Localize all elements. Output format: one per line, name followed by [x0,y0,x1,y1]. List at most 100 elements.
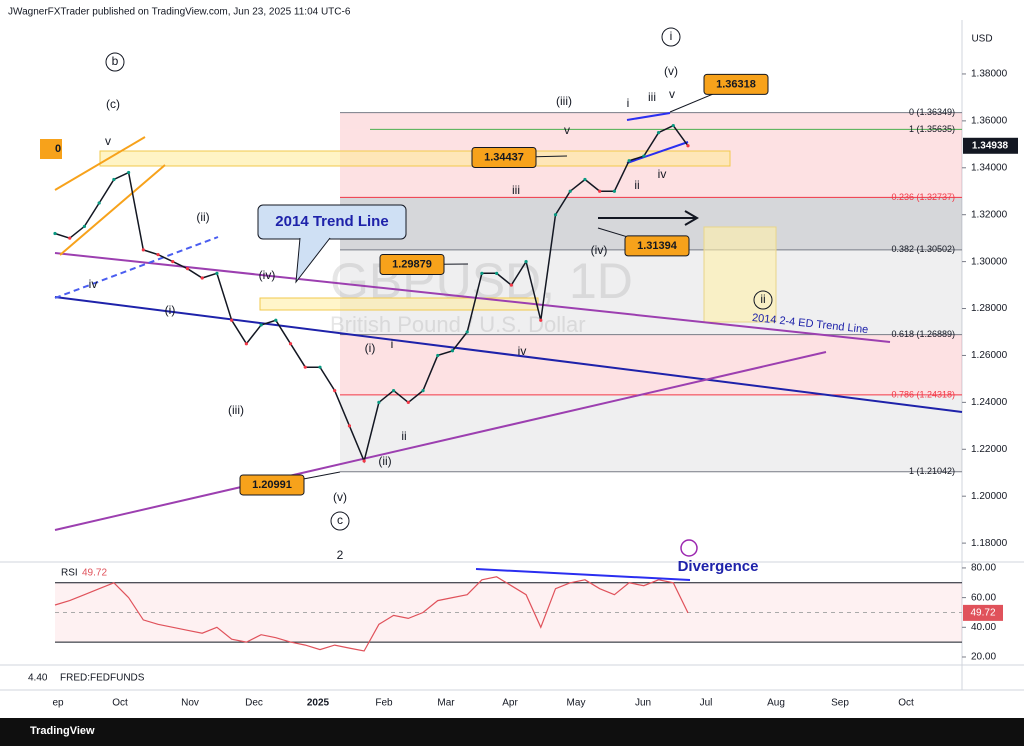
price-point [186,267,189,270]
wave-label: (i) [365,341,376,355]
wave-label: iv [89,277,98,291]
fib-label: 0 (1.36349) [909,107,955,117]
target-box [704,227,776,322]
y-tick-label: 1.28000 [971,303,1008,314]
price-point [142,248,145,251]
rsi-tick-label: 40.00 [971,622,996,633]
price-point [201,276,204,279]
y-tick-label: 1.26000 [971,350,1008,361]
wave-label: ii [760,292,765,306]
price-point [613,190,616,193]
rsi-label: RSI [61,568,78,579]
price-point [466,330,469,333]
price-point [583,178,586,181]
price-point [318,366,321,369]
price-tag-label: 1.36318 [716,78,756,90]
fib-label: 0.618 (1.26889) [891,329,955,339]
price-point [274,319,277,322]
rsi-tick-label: 60.00 [971,592,996,603]
x-tick-label: Sep [831,698,849,709]
header: JWagnerFXTrader published on TradingView… [8,7,351,18]
price-point [569,190,572,193]
price-point [348,424,351,427]
x-tick-label: Jul [700,698,713,709]
price-point [554,213,557,216]
price-point [53,232,56,235]
wave-label: (v) [333,490,347,504]
fred-name: FRED:FEDFUNDS [60,673,145,684]
x-tick-label: Jun [635,698,651,709]
callout-text: 2014 Trend Line [275,213,388,230]
wave-label: (iii) [556,94,572,108]
wave-label: (i) [165,303,176,317]
wave-label: (v) [664,64,678,78]
price-point [112,178,115,181]
price-point [392,389,395,392]
wave-label: ii [634,178,639,192]
wave-label: i [670,29,673,43]
y-tick-label: 1.22000 [971,444,1008,455]
price-point [480,272,483,275]
wave-label: (c) [106,97,120,111]
price-point [377,401,380,404]
x-tick-label: Oct [112,698,128,709]
wave-label: i [627,96,630,110]
cut-tag-label: 0 [55,143,61,155]
wave-label: (ii) [196,210,209,224]
price-point [510,283,513,286]
price-point [686,144,689,147]
price-point [421,389,424,392]
x-tick-label: Aug [767,698,785,709]
wave-label: c [337,513,343,527]
price-point [215,272,218,275]
price-point [539,319,542,322]
rsi-tick-label: 80.00 [971,563,996,574]
price-point [83,225,86,228]
price-point [657,131,660,134]
price-point [642,154,645,157]
wave-label: iv [658,167,667,181]
fib-label: 0.382 (1.30502) [891,244,955,254]
price-point [230,319,233,322]
x-tick-label: Oct [898,698,914,709]
x-tick-label: Mar [437,698,455,709]
price-point [98,201,101,204]
price-point [289,342,292,345]
rsi-value: 49.72 [82,568,107,579]
y-tick-label: 1.18000 [971,538,1008,549]
price-point [628,159,631,162]
price-point [436,354,439,357]
y-tick-label: 1.32000 [971,209,1008,220]
price-tag-label: 1.20991 [252,479,292,491]
wave-label: v [669,87,675,101]
last-price-label: 1.34938 [972,140,1009,151]
price-point [127,171,130,174]
price-point [171,260,174,263]
wave-label: v [105,134,111,148]
x-tick-label: ep [52,698,64,709]
price-tag-label: 1.29879 [392,258,432,270]
price-point [524,260,527,263]
y-tick-label: 1.24000 [971,397,1008,408]
footer-brand[interactable]: TradingView [30,725,95,737]
x-tick-label: Dec [245,698,263,709]
wave-label: iii [512,183,520,197]
wave-label: (iii) [228,403,244,417]
currency[interactable]: USD [971,34,992,45]
x-tick-label: May [567,698,586,709]
y-tick-label: 1.34000 [971,162,1008,173]
y-tick-label: 1.30000 [971,256,1008,267]
wave-label: v [564,123,570,137]
divergence-label: Divergence [678,558,759,575]
rsi-tick-label: 20.00 [971,652,996,663]
price-point [407,401,410,404]
wave-label: 2 [337,548,344,562]
wave-label: (iv) [259,268,276,282]
y-tick-label: 1.38000 [971,69,1008,80]
wave-label: iv [518,344,527,358]
rsi-last-label: 49.72 [970,608,995,619]
price-point [259,323,262,326]
x-tick-label: 2025 [307,698,330,709]
price-tag-label: 1.31394 [637,240,678,252]
